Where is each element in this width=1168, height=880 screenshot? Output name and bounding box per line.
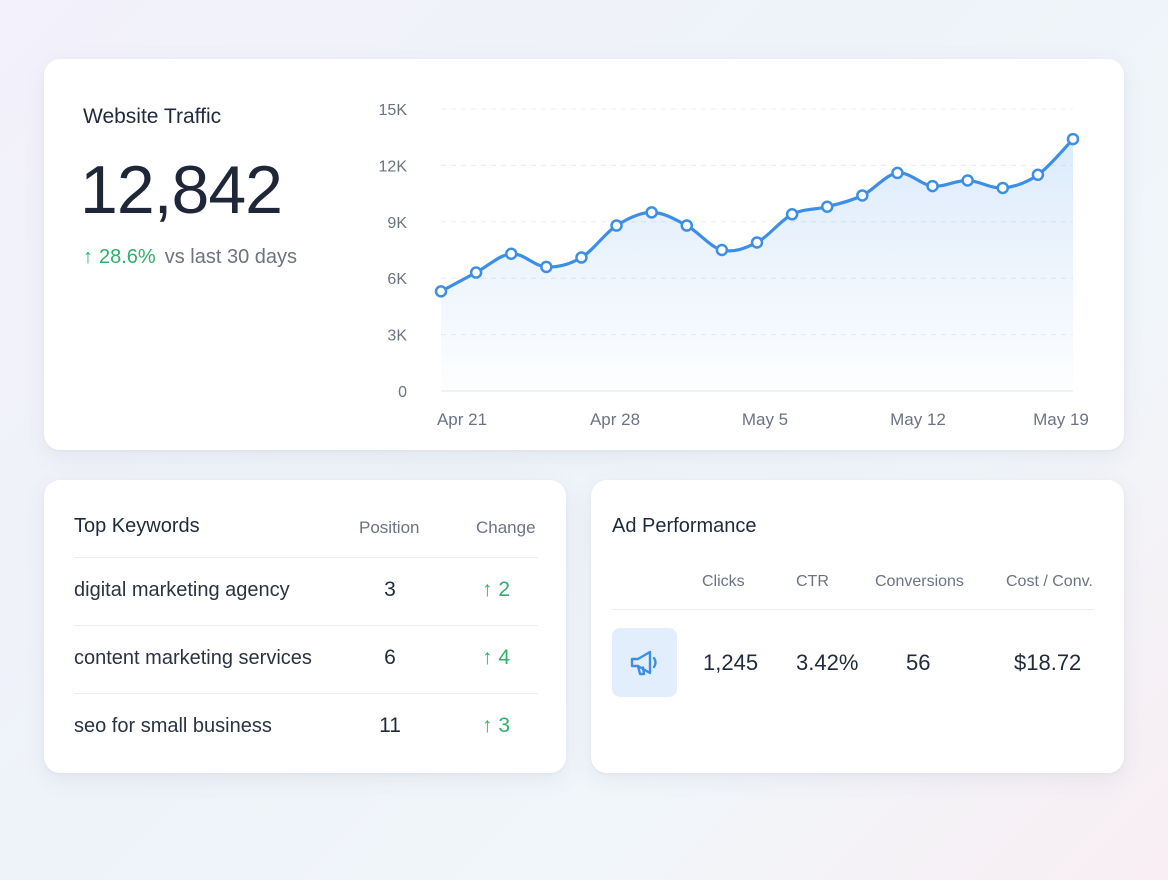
keyword-position: 11 bbox=[379, 714, 401, 737]
keywords-title: Top Keywords bbox=[74, 515, 200, 537]
traffic-data-point[interactable] bbox=[961, 174, 974, 187]
x-tick-label: May 12 bbox=[890, 410, 946, 429]
y-tick-label: 0 bbox=[398, 384, 407, 401]
ad-performance-card: Ad Performance Clicks CTR Conversions Co… bbox=[591, 480, 1124, 773]
keyword-change: ↑ 2 bbox=[482, 578, 511, 601]
traffic-data-point[interactable] bbox=[820, 200, 834, 214]
y-tick-label: 9K bbox=[387, 215, 407, 232]
keyword-position: 6 bbox=[384, 646, 396, 669]
traffic-data-point[interactable] bbox=[926, 179, 939, 193]
ad-conversions-value: 56 bbox=[906, 650, 931, 675]
traffic-change-percent: 28.6% bbox=[99, 246, 156, 268]
y-tick-label: 12K bbox=[379, 158, 408, 175]
position-column-header: Position bbox=[359, 518, 420, 537]
traffic-data-point[interactable] bbox=[469, 266, 483, 279]
keyword-change: ↑ 4 bbox=[482, 646, 511, 669]
ad-clicks-value: 1,245 bbox=[703, 650, 759, 675]
traffic-data-point[interactable] bbox=[575, 251, 588, 264]
traffic-data-point[interactable] bbox=[540, 260, 553, 274]
keyword-text: digital marketing agency bbox=[74, 579, 290, 601]
y-tick-label: 6K bbox=[387, 271, 407, 288]
traffic-area-fill bbox=[441, 139, 1073, 391]
traffic-data-point[interactable] bbox=[891, 166, 904, 180]
ad-ctr-value: 3.42% bbox=[796, 650, 859, 675]
traffic-change-label: vs last 30 days bbox=[164, 246, 298, 268]
traffic-data-point[interactable] bbox=[645, 206, 658, 219]
traffic-total-value: 12,842 bbox=[80, 152, 283, 228]
table-row[interactable]: seo for small business 11 ↑ 3 bbox=[74, 693, 538, 761]
y-tick-label: 15K bbox=[379, 102, 408, 119]
table-row[interactable]: digital marketing agency 3 ↑ 2 bbox=[74, 557, 538, 625]
keyword-change: ↑ 3 bbox=[482, 714, 511, 737]
top-keywords-card: Top Keywords Position Change digital mar… bbox=[44, 480, 566, 773]
x-tick-label: Apr 21 bbox=[437, 410, 487, 429]
clicks-column-header: Clicks bbox=[702, 573, 745, 590]
arrow-up-icon: ↑ bbox=[83, 246, 93, 268]
ad-table-divider bbox=[612, 609, 1094, 610]
table-row[interactable]: content marketing services 6 ↑ 4 bbox=[74, 625, 538, 693]
ctr-column-header: CTR bbox=[796, 573, 829, 590]
megaphone-icon bbox=[612, 628, 677, 697]
ad-performance-title: Ad Performance bbox=[612, 515, 757, 537]
traffic-title: Website Traffic bbox=[83, 105, 222, 128]
website-traffic-card: Website Traffic 12,842 ↑ 28.6% vs last 3… bbox=[44, 59, 1124, 450]
keyword-text: seo for small business bbox=[74, 715, 272, 737]
traffic-data-point[interactable] bbox=[750, 236, 764, 249]
traffic-data-point[interactable] bbox=[996, 181, 1010, 195]
y-tick-label: 3K bbox=[387, 328, 407, 345]
keyword-text: content marketing services bbox=[74, 647, 312, 669]
keywords-header: Top Keywords Position Change bbox=[74, 515, 536, 545]
traffic-data-point[interactable] bbox=[856, 189, 869, 202]
traffic-change: ↑ 28.6% vs last 30 days bbox=[83, 246, 297, 269]
ad-cost-per-conversion-value: $18.72 bbox=[1014, 650, 1082, 675]
traffic-data-point[interactable] bbox=[785, 208, 799, 221]
traffic-data-point[interactable] bbox=[1066, 132, 1080, 146]
traffic-line-chart: 0 3K 6K 9K 12K 15K Apr 21 Apr 28 May 5 May 12 May… bbox=[379, 102, 1089, 429]
traffic-data-point[interactable] bbox=[504, 247, 518, 261]
x-tick-label: Apr 28 bbox=[590, 410, 640, 429]
conversions-column-header: Conversions bbox=[875, 573, 964, 590]
traffic-data-point[interactable] bbox=[680, 219, 694, 232]
change-column-header: Change bbox=[476, 518, 536, 537]
x-tick-label: May 5 bbox=[742, 410, 788, 429]
traffic-data-point[interactable] bbox=[1031, 168, 1045, 182]
cost-per-conversion-column-header: Cost / Conv. bbox=[1006, 573, 1093, 590]
x-tick-label: May 19 bbox=[1033, 410, 1089, 429]
keyword-position: 3 bbox=[384, 578, 396, 601]
traffic-data-point[interactable] bbox=[434, 285, 448, 298]
traffic-data-point[interactable] bbox=[610, 219, 623, 232]
traffic-data-point[interactable] bbox=[715, 243, 729, 257]
